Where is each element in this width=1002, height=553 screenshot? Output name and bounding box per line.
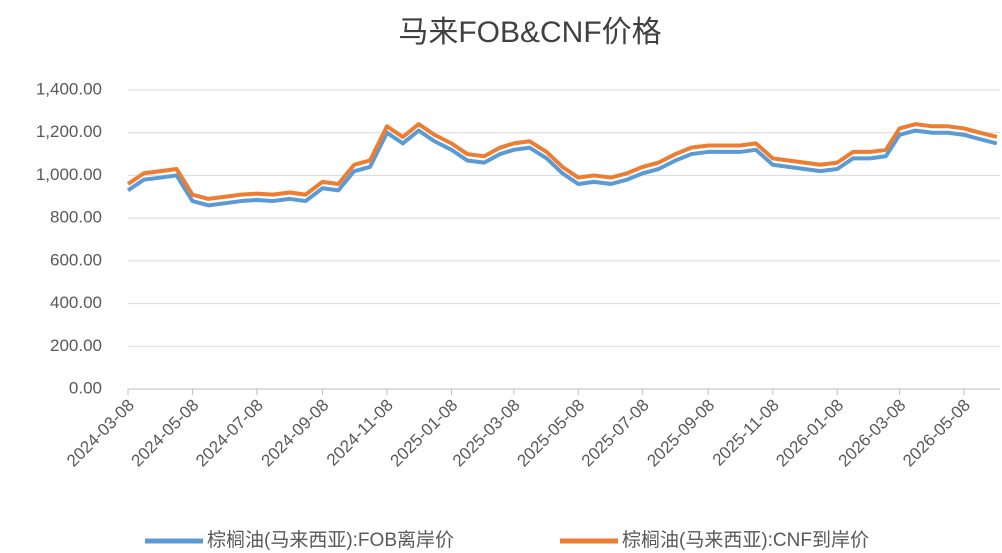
- x-tick-label: 2026-03-08: [835, 396, 910, 471]
- x-tick-label: 2024-07-08: [192, 396, 267, 471]
- x-tick-label: 2025-03-08: [449, 396, 524, 471]
- x-tick-label: 2025-09-08: [643, 396, 718, 471]
- series-line: [126, 128, 998, 208]
- y-tick-label: 1,200.00: [36, 122, 102, 141]
- y-tick-label: 400.00: [50, 293, 102, 312]
- legend-label: 棕榈油(马来西亚):FOB离岸价: [207, 529, 454, 551]
- y-tick-label: 0.00: [69, 378, 102, 397]
- y-tick-label: 1,400.00: [36, 79, 102, 98]
- x-tick-label: 2024-03-08: [63, 396, 138, 471]
- series-line: [126, 122, 998, 201]
- legend-label: 棕榈油(马来西亚):CNF到岸价: [622, 529, 869, 551]
- y-tick-label: 800.00: [50, 208, 102, 227]
- x-tick-label: 2025-05-08: [513, 396, 588, 471]
- x-tick-label: 2024-05-08: [128, 396, 203, 471]
- x-tick-label: 2026-05-08: [899, 396, 974, 471]
- x-tick-label: 2025-11-08: [709, 396, 783, 470]
- y-tick-label: 600.00: [50, 250, 102, 269]
- x-tick-label: 2024-09-08: [258, 396, 333, 471]
- x-tick-label: 2025-07-08: [578, 396, 653, 471]
- x-tick-label: 2024-11-08: [323, 396, 397, 470]
- y-tick-label: 200.00: [50, 336, 102, 355]
- y-tick-label: 1,000.00: [36, 165, 102, 184]
- chart-title: 马来FOB&CNF价格: [398, 16, 661, 49]
